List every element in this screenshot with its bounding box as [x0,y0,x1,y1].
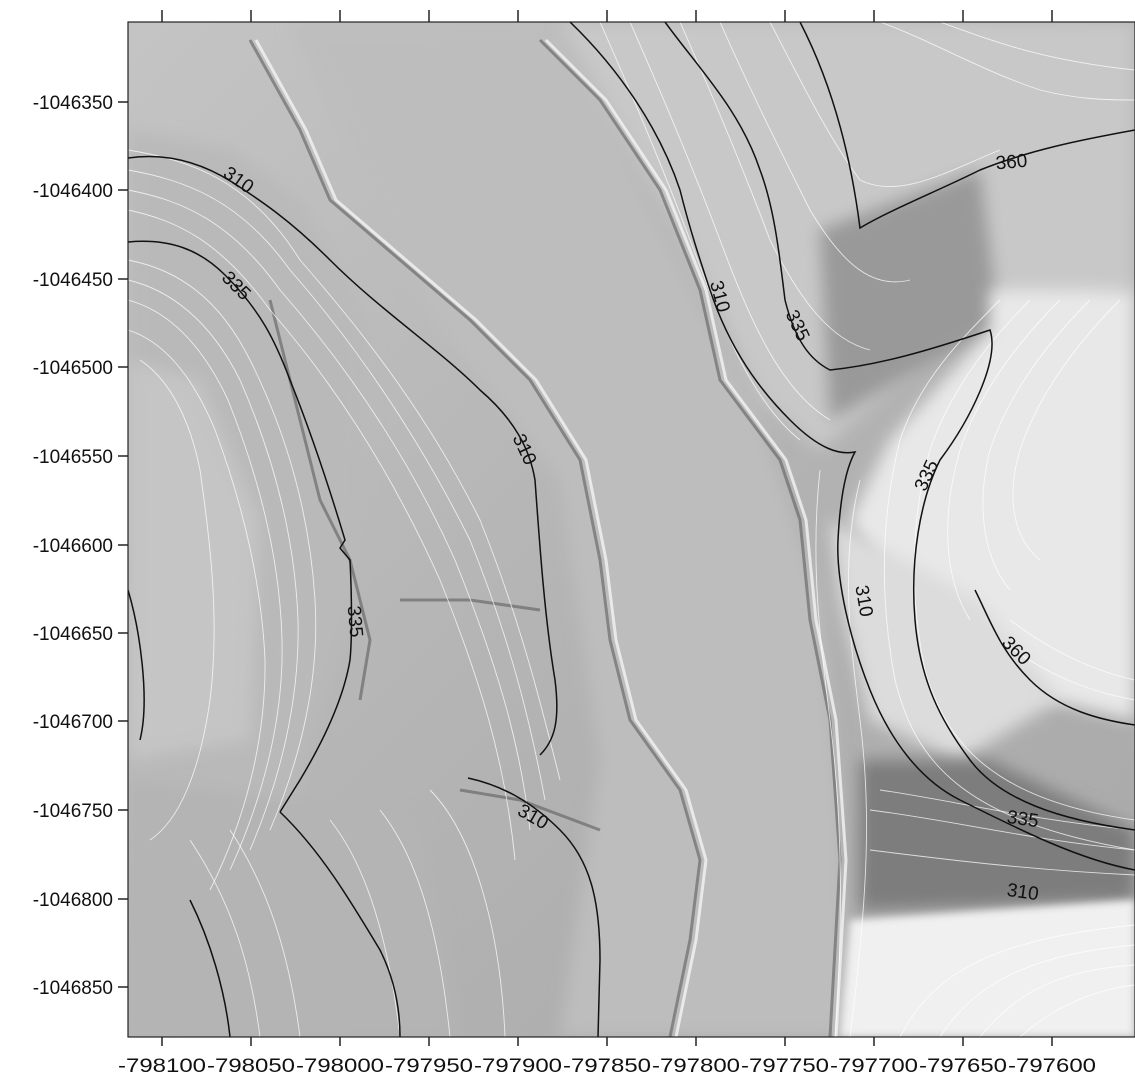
y-tick-label: -1046400 [33,181,113,202]
y-tick-label: -1046750 [33,801,113,822]
x-tick-label: -797850 [563,1056,651,1077]
y-tick-label: -1046800 [33,890,113,911]
x-tick-label: -798000 [296,1056,384,1077]
contour-360-north [799,22,1135,230]
x-tick-label: -797600 [1008,1056,1096,1077]
x-tick-label: -797650 [919,1056,1007,1077]
x-tick-label: -797750 [741,1056,829,1077]
contour-label: 360 [995,151,1028,175]
y-tick-label: -1046600 [33,536,113,557]
contour-335-north [664,22,1135,831]
map-frame [127,21,1135,1038]
contour-label: 310 [1006,880,1040,905]
contour-335-west [128,240,353,813]
y-tick-label: -1046550 [33,447,113,468]
x-axis: -798100 -798050 -798000 -797950 -797900 … [118,10,1096,1077]
hillshade [128,22,1135,1037]
contour-360-east [974,589,1135,726]
y-tick-label: -1046450 [33,270,113,291]
major-contours [128,22,1135,1037]
x-tick-marks [161,10,1053,1046]
x-tick-label: -797800 [652,1056,740,1077]
contour-310-west [128,155,558,756]
contour-335-sw [128,589,145,741]
contour-310-south [467,777,601,1037]
y-tick-label: -1046350 [33,93,113,114]
y-tick-marks [118,101,128,988]
contour-310-north [569,22,1135,871]
y-tick-label: -1046700 [33,712,113,733]
contour-335-south [279,811,401,1037]
x-tick-label: -797700 [830,1056,918,1077]
y-axis: -1046350 -1046400 -1046450 -1046500 -104… [33,93,128,999]
x-tick-label: -797950 [385,1056,473,1077]
minor-contours [128,22,1135,1037]
x-tick-label: -798100 [118,1056,206,1077]
x-tick-label: -797900 [474,1056,562,1077]
y-tick-label: -1046500 [33,358,113,379]
y-tick-label: -1046650 [33,624,113,645]
contour-label: 335 [343,605,367,638]
y-tick-label: -1046850 [33,978,113,999]
contour-310-south-west [189,899,231,1037]
x-tick-label: -798050 [207,1056,295,1077]
contour-label: 335 [1006,807,1040,832]
